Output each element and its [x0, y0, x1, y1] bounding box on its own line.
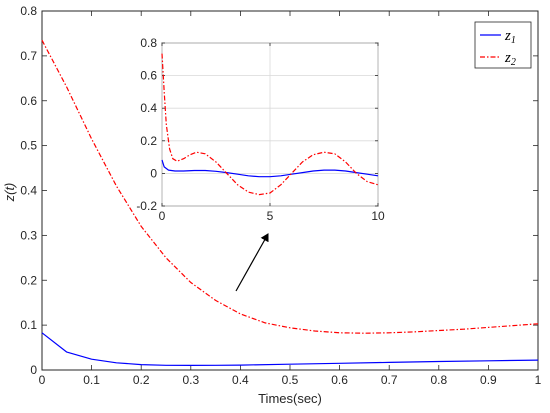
inset-x-tick-label: 0 — [159, 209, 166, 223]
main-y-tick-label: 0.8 — [20, 4, 37, 18]
inset-y-tick-label: 0.2 — [140, 134, 157, 148]
main-x-tick-label: 0.7 — [381, 373, 398, 387]
main-x-axis: 0 0.1 0.2 0.3 0.4 0.5 0.6 0.7 0.8 0.9 1 — [39, 11, 542, 387]
main-x-tick-label: 0.4 — [232, 373, 249, 387]
inset-x-axis: 0 5 10 — [159, 43, 385, 223]
main-y-tick-label: 0 — [30, 363, 37, 377]
main-x-tick-label: 0.9 — [480, 373, 497, 387]
legend: z1 z2 — [474, 21, 532, 69]
legend-label-z1-base: z — [504, 28, 511, 44]
legend-label-z2-sub: 2 — [511, 57, 516, 68]
main-x-tick-label: 0.8 — [430, 373, 447, 387]
inset-series-group — [161, 53, 379, 196]
inset-x-tick-label: 10 — [371, 209, 385, 223]
main-x-tick-label: 0.1 — [83, 373, 100, 387]
main-series-z2 — [41, 39, 539, 334]
main-series-group — [41, 39, 539, 366]
x-axis-label: Times(sec) — [258, 391, 322, 406]
inset-x-tick-label: 5 — [267, 209, 274, 223]
y-axis-label: z(t) — [2, 183, 17, 203]
main-series-z1 — [41, 332, 539, 366]
main-y-axis: 0 0.1 0.2 0.3 0.4 0.5 0.6 0.7 0.8 — [20, 4, 538, 377]
inset-plot: 0 5 10 -0.200.20.40.60.8 — [136, 36, 385, 223]
main-x-tick-label: 0.5 — [282, 373, 299, 387]
legend-box — [474, 21, 532, 69]
main-y-tick-label: 0.1 — [20, 318, 37, 332]
main-y-tick-label: 0.2 — [20, 273, 37, 287]
inset-y-tick-label: -0.2 — [136, 199, 157, 213]
main-x-tick-label: 0.3 — [182, 373, 199, 387]
main-x-tick-label: 1 — [535, 373, 542, 387]
inset-y-axis: -0.2 0 0.2 0.4 0.6 0.8 — [136, 36, 378, 213]
inset-series-z2 — [161, 53, 379, 196]
main-y-tick-label: 0.4 — [20, 184, 37, 198]
annotation-arrow — [235, 233, 269, 292]
inset-series-z1 — [161, 159, 379, 178]
main-x-tick-label: 0.6 — [331, 373, 348, 387]
main-y-tick-label: 0.7 — [20, 49, 37, 63]
legend-label-z1: z1 — [504, 28, 516, 46]
main-x-tick-label: 0.2 — [133, 373, 150, 387]
inset-y-tick-label: 0 — [150, 166, 157, 180]
inset-y-tick-label: 0.8 — [140, 36, 157, 50]
main-x-tick-label: 0 — [39, 373, 46, 387]
main-y-tick-label: 0.5 — [20, 139, 37, 153]
main-y-tick-label: 0.6 — [20, 94, 37, 108]
inset-y-tick-label: 0.4 — [140, 101, 157, 115]
legend-label-z2: z2 — [504, 50, 516, 68]
inset-y-tick-label: 0.6 — [140, 69, 157, 83]
main-y-tick-label: 0.3 — [20, 228, 37, 242]
legend-label-z2-base: z — [504, 50, 511, 66]
legend-label-z1-sub: 1 — [511, 35, 516, 46]
